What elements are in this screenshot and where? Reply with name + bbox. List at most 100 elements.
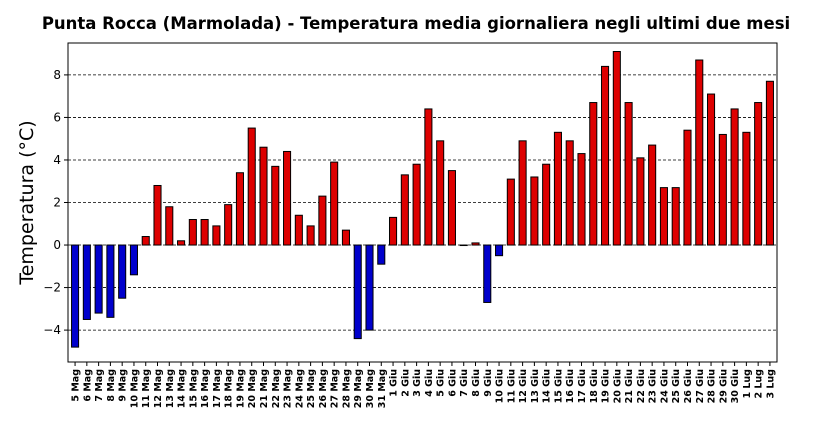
x-tick-label: 16 Mag [200,369,211,408]
x-tick-label: 1 Giu [389,369,400,397]
x-tick-label: 7 Mag [94,369,105,402]
bar-17-mag [212,225,221,246]
x-tick-label: 23 Giu [648,369,659,403]
bar-5-mag [71,244,80,348]
y-tick-label: 2 [53,196,61,210]
x-tick-label: 29 Mag [353,369,364,408]
x-tick-label: 27 Mag [330,369,341,408]
bar-21-mag [259,146,268,246]
x-tick-label: 29 Giu [718,369,729,403]
x-tick-label: 21 Mag [259,369,270,408]
bar-21-giu [624,102,633,246]
x-tick-label: 8 Giu [471,369,482,397]
x-tick-label: 15 Mag [188,369,199,408]
bar-2-giu [400,174,409,246]
bar-15-mag [188,219,197,246]
x-tick-label: 4 Giu [424,369,435,397]
bar-1-lug [742,131,751,246]
x-tick-label: 28 Giu [707,369,718,403]
x-tick-label: 20 Giu [612,369,623,403]
x-tick-label: 5 Giu [436,369,447,397]
bar-10-mag [129,244,138,276]
bar-13-mag [165,206,174,246]
bar-14-mag [177,240,186,246]
x-tick-label: 2 Lug [754,369,765,399]
x-tick-label: 11 Mag [141,369,152,408]
x-tick-label: 26 Giu [683,369,694,403]
y-tick-label: 4 [53,153,61,167]
bar-18-mag [224,204,233,246]
x-tick-label: 7 Giu [459,369,470,397]
bar-14-giu [542,163,551,246]
bar-19-giu [601,65,610,246]
bars [71,51,774,348]
x-tick-label: 27 Giu [695,369,706,403]
x-tick-label: 22 Mag [271,369,282,408]
bar-3-lug [765,80,774,246]
bar-1-giu [389,216,398,246]
x-tick-label: 14 Mag [177,369,188,408]
y-axis-label: Temperatura (°C) [16,120,38,285]
x-tick-label: 5 Mag [71,369,82,402]
bar-13-giu [530,176,539,246]
y-tick-label: 0 [53,238,61,252]
x-tick-label: 17 Mag [212,369,223,408]
y-axis-ticks: −4 −2 0 2 4 6 8 [43,68,68,337]
bar-15-giu [553,131,562,246]
bar-9-giu [483,244,492,303]
bar-30-mag [365,244,374,331]
bar-23-giu [648,144,657,246]
bar-19-mag [235,172,244,246]
x-tick-label: 19 Mag [235,369,246,408]
x-tick-label: 3 Giu [412,369,423,397]
bar-4-giu [424,108,433,246]
bar-8-giu [471,242,480,246]
bar-29-giu [718,133,727,246]
y-tick-label: 8 [53,68,61,82]
bar-27-mag [330,161,339,246]
x-tick-label: 13 Mag [165,369,176,408]
x-tick-label: 23 Mag [283,369,294,408]
bar-22-mag [271,165,280,246]
x-tick-label: 12 Giu [518,369,529,403]
x-tick-label: 30 Giu [730,369,741,403]
bar-11-giu [506,178,515,246]
bar-27-giu [695,59,704,246]
bar-20-giu [612,51,621,246]
y-tick-label: −2 [43,281,61,295]
x-tick-label: 24 Mag [294,369,305,408]
y-tick-label: −4 [43,323,61,337]
bar-10-giu [495,244,504,257]
x-tick-label: 12 Mag [153,369,164,408]
bar-25-mag [306,225,315,246]
bar-25-giu [671,187,680,246]
x-tick-label: 13 Giu [530,369,541,403]
x-tick-label: 1 Lug [742,369,753,399]
bar-3-giu [412,163,421,246]
x-tick-label: 22 Giu [636,369,647,403]
x-tick-label: 6 Giu [447,369,458,397]
bar-28-mag [341,229,350,246]
x-tick-label: 8 Mag [106,369,117,402]
x-tick-label: 25 Giu [671,369,682,403]
bar-11-mag [141,236,150,246]
grid-lines [68,74,777,331]
bar-29-mag [353,244,362,340]
x-tick-label: 11 Giu [506,369,517,403]
chart-title: Punta Rocca (Marmolada) - Temperatura me… [41,14,791,33]
x-tick-label: 30 Mag [365,369,376,408]
x-tick-label: 9 Mag [118,369,129,402]
bar-12-mag [153,184,162,246]
x-tick-label: 3 Lug [765,369,776,399]
x-tick-label: 18 Mag [224,369,235,408]
bar-7-mag [94,244,103,314]
bar-26-giu [683,129,692,246]
bar-9-mag [118,244,127,299]
bar-16-mag [200,219,209,246]
x-tick-label: 15 Giu [553,369,564,403]
bar-12-giu [518,140,527,246]
x-axis-ticks: 5 Mag 6 Mag 7 Mag 8 Mag 9 Mag 10 Mag 11 Mag 12 … [71,362,776,408]
x-tick-label: 31 Mag [377,369,388,408]
bar-28-giu [707,93,716,246]
x-tick-label: 17 Giu [577,369,588,403]
